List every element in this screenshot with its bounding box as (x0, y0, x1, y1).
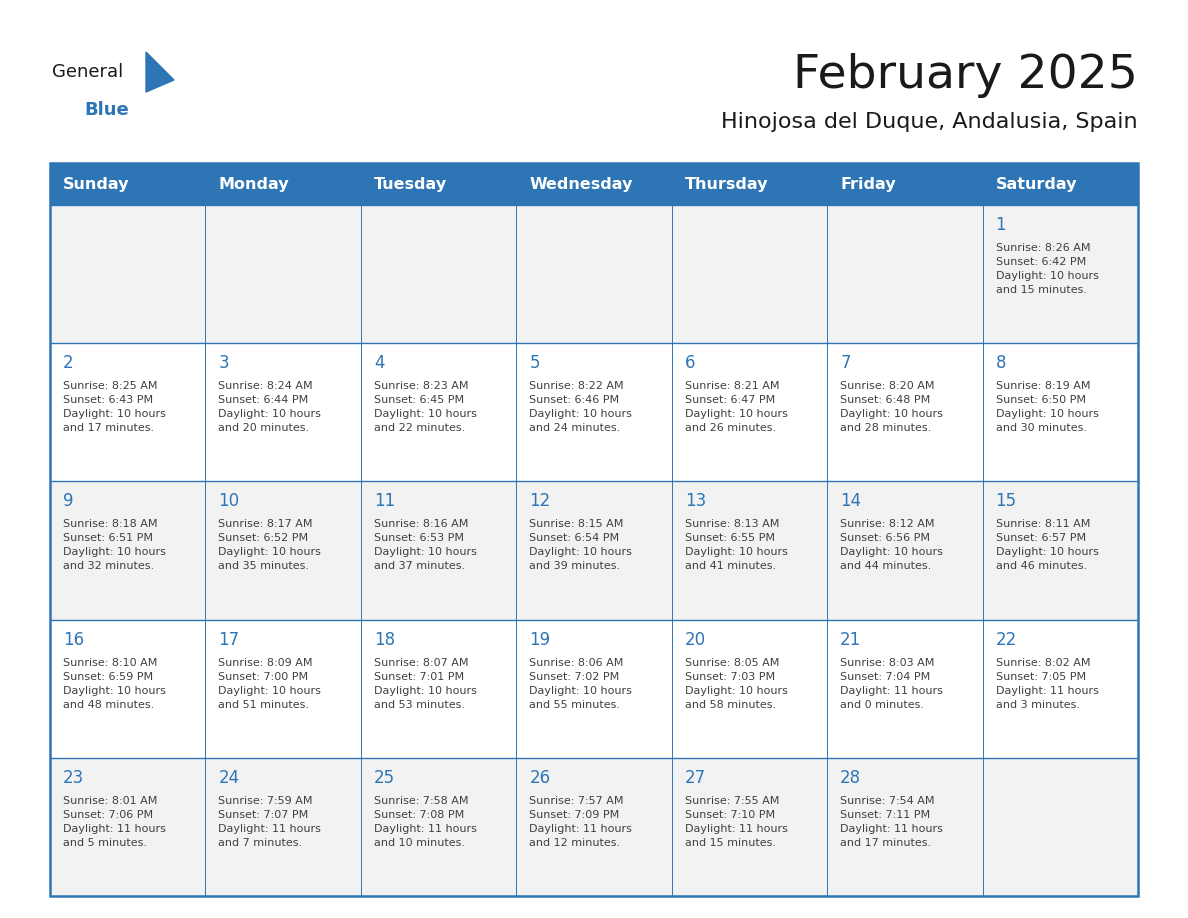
Text: 19: 19 (530, 631, 550, 649)
Text: Friday: Friday (840, 176, 896, 192)
Text: 3: 3 (219, 354, 229, 372)
Text: 17: 17 (219, 631, 240, 649)
Text: Monday: Monday (219, 176, 289, 192)
Text: Sunrise: 7:57 AM
Sunset: 7:09 PM
Daylight: 11 hours
and 12 minutes.: Sunrise: 7:57 AM Sunset: 7:09 PM Dayligh… (530, 796, 632, 848)
Text: Sunrise: 8:06 AM
Sunset: 7:02 PM
Daylight: 10 hours
and 55 minutes.: Sunrise: 8:06 AM Sunset: 7:02 PM Dayligh… (530, 657, 632, 710)
Text: Sunrise: 8:09 AM
Sunset: 7:00 PM
Daylight: 10 hours
and 51 minutes.: Sunrise: 8:09 AM Sunset: 7:00 PM Dayligh… (219, 657, 321, 710)
Text: 28: 28 (840, 768, 861, 787)
Text: 13: 13 (684, 492, 706, 510)
Text: Wednesday: Wednesday (530, 176, 633, 192)
Text: 6: 6 (684, 354, 695, 372)
Bar (50, 620, 1138, 757)
Text: Thursday: Thursday (684, 176, 769, 192)
Text: Sunrise: 8:11 AM
Sunset: 6:57 PM
Daylight: 10 hours
and 46 minutes.: Sunrise: 8:11 AM Sunset: 6:57 PM Dayligh… (996, 520, 1099, 571)
Text: 2: 2 (63, 354, 74, 372)
Text: Saturday: Saturday (996, 176, 1078, 192)
Text: 9: 9 (63, 492, 74, 510)
Bar (50, 481, 1138, 620)
Text: 14: 14 (840, 492, 861, 510)
Text: 20: 20 (684, 631, 706, 649)
Text: Sunrise: 8:25 AM
Sunset: 6:43 PM
Daylight: 10 hours
and 17 minutes.: Sunrise: 8:25 AM Sunset: 6:43 PM Dayligh… (63, 381, 166, 433)
Text: Sunrise: 8:23 AM
Sunset: 6:45 PM
Daylight: 10 hours
and 22 minutes.: Sunrise: 8:23 AM Sunset: 6:45 PM Dayligh… (374, 381, 476, 433)
Text: Blue: Blue (84, 101, 128, 119)
Text: Sunrise: 8:26 AM
Sunset: 6:42 PM
Daylight: 10 hours
and 15 minutes.: Sunrise: 8:26 AM Sunset: 6:42 PM Dayligh… (996, 243, 1099, 295)
Text: Sunrise: 7:55 AM
Sunset: 7:10 PM
Daylight: 11 hours
and 15 minutes.: Sunrise: 7:55 AM Sunset: 7:10 PM Dayligh… (684, 796, 788, 848)
Text: Sunrise: 8:02 AM
Sunset: 7:05 PM
Daylight: 11 hours
and 3 minutes.: Sunrise: 8:02 AM Sunset: 7:05 PM Dayligh… (996, 657, 1099, 710)
Bar (50, 163, 1138, 896)
Text: Sunrise: 8:16 AM
Sunset: 6:53 PM
Daylight: 10 hours
and 37 minutes.: Sunrise: 8:16 AM Sunset: 6:53 PM Dayligh… (374, 520, 476, 571)
Text: Sunrise: 8:17 AM
Sunset: 6:52 PM
Daylight: 10 hours
and 35 minutes.: Sunrise: 8:17 AM Sunset: 6:52 PM Dayligh… (219, 520, 321, 571)
Text: Sunrise: 8:18 AM
Sunset: 6:51 PM
Daylight: 10 hours
and 32 minutes.: Sunrise: 8:18 AM Sunset: 6:51 PM Dayligh… (63, 520, 166, 571)
Polygon shape (146, 52, 173, 92)
Text: Sunrise: 8:13 AM
Sunset: 6:55 PM
Daylight: 10 hours
and 41 minutes.: Sunrise: 8:13 AM Sunset: 6:55 PM Dayligh… (684, 520, 788, 571)
Text: 26: 26 (530, 768, 550, 787)
Bar (50, 343, 1138, 481)
Text: Sunrise: 8:22 AM
Sunset: 6:46 PM
Daylight: 10 hours
and 24 minutes.: Sunrise: 8:22 AM Sunset: 6:46 PM Dayligh… (530, 381, 632, 433)
Text: Sunday: Sunday (63, 176, 129, 192)
Text: Sunrise: 8:05 AM
Sunset: 7:03 PM
Daylight: 10 hours
and 58 minutes.: Sunrise: 8:05 AM Sunset: 7:03 PM Dayligh… (684, 657, 788, 710)
Text: Sunrise: 8:07 AM
Sunset: 7:01 PM
Daylight: 10 hours
and 53 minutes.: Sunrise: 8:07 AM Sunset: 7:01 PM Dayligh… (374, 657, 476, 710)
Text: Sunrise: 7:59 AM
Sunset: 7:07 PM
Daylight: 11 hours
and 7 minutes.: Sunrise: 7:59 AM Sunset: 7:07 PM Dayligh… (219, 796, 321, 848)
Bar (50, 163, 1138, 205)
Text: Sunrise: 8:24 AM
Sunset: 6:44 PM
Daylight: 10 hours
and 20 minutes.: Sunrise: 8:24 AM Sunset: 6:44 PM Dayligh… (219, 381, 321, 433)
Text: February 2025: February 2025 (794, 52, 1138, 97)
Text: Sunrise: 8:03 AM
Sunset: 7:04 PM
Daylight: 11 hours
and 0 minutes.: Sunrise: 8:03 AM Sunset: 7:04 PM Dayligh… (840, 657, 943, 710)
Text: Sunrise: 7:54 AM
Sunset: 7:11 PM
Daylight: 11 hours
and 17 minutes.: Sunrise: 7:54 AM Sunset: 7:11 PM Dayligh… (840, 796, 943, 848)
Text: Sunrise: 8:10 AM
Sunset: 6:59 PM
Daylight: 10 hours
and 48 minutes.: Sunrise: 8:10 AM Sunset: 6:59 PM Dayligh… (63, 657, 166, 710)
Text: Tuesday: Tuesday (374, 176, 447, 192)
Text: Sunrise: 8:15 AM
Sunset: 6:54 PM
Daylight: 10 hours
and 39 minutes.: Sunrise: 8:15 AM Sunset: 6:54 PM Dayligh… (530, 520, 632, 571)
Bar (50, 757, 1138, 896)
Text: 18: 18 (374, 631, 394, 649)
Text: 5: 5 (530, 354, 539, 372)
Text: Sunrise: 8:12 AM
Sunset: 6:56 PM
Daylight: 10 hours
and 44 minutes.: Sunrise: 8:12 AM Sunset: 6:56 PM Dayligh… (840, 520, 943, 571)
Text: 21: 21 (840, 631, 861, 649)
Text: Sunrise: 8:20 AM
Sunset: 6:48 PM
Daylight: 10 hours
and 28 minutes.: Sunrise: 8:20 AM Sunset: 6:48 PM Dayligh… (840, 381, 943, 433)
Text: 10: 10 (219, 492, 240, 510)
Text: 1: 1 (996, 216, 1006, 234)
Text: 22: 22 (996, 631, 1017, 649)
Text: 4: 4 (374, 354, 385, 372)
Bar (50, 205, 1138, 343)
Text: 23: 23 (63, 768, 84, 787)
Text: 7: 7 (840, 354, 851, 372)
Text: 15: 15 (996, 492, 1017, 510)
Text: 12: 12 (530, 492, 550, 510)
Text: 24: 24 (219, 768, 240, 787)
Text: Hinojosa del Duque, Andalusia, Spain: Hinojosa del Duque, Andalusia, Spain (721, 112, 1138, 132)
Text: Sunrise: 8:01 AM
Sunset: 7:06 PM
Daylight: 11 hours
and 5 minutes.: Sunrise: 8:01 AM Sunset: 7:06 PM Dayligh… (63, 796, 166, 848)
Text: 16: 16 (63, 631, 84, 649)
Text: Sunrise: 8:21 AM
Sunset: 6:47 PM
Daylight: 10 hours
and 26 minutes.: Sunrise: 8:21 AM Sunset: 6:47 PM Dayligh… (684, 381, 788, 433)
Text: 27: 27 (684, 768, 706, 787)
Text: Sunrise: 8:19 AM
Sunset: 6:50 PM
Daylight: 10 hours
and 30 minutes.: Sunrise: 8:19 AM Sunset: 6:50 PM Dayligh… (996, 381, 1099, 433)
Text: 8: 8 (996, 354, 1006, 372)
Text: Sunrise: 7:58 AM
Sunset: 7:08 PM
Daylight: 11 hours
and 10 minutes.: Sunrise: 7:58 AM Sunset: 7:08 PM Dayligh… (374, 796, 476, 848)
Text: 11: 11 (374, 492, 396, 510)
Text: 25: 25 (374, 768, 394, 787)
Text: General: General (52, 63, 124, 81)
